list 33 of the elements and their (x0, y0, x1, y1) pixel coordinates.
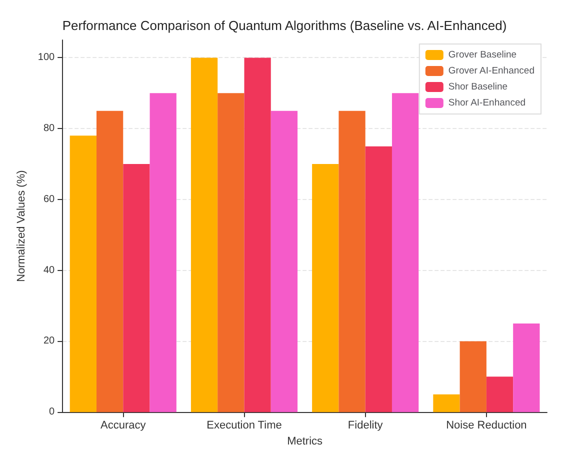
y-axis-title: Normalized Values (%) (16, 170, 28, 282)
bar (123, 164, 150, 412)
bar (486, 376, 514, 412)
legend-label: Shor Baseline (448, 82, 508, 92)
bar (190, 58, 218, 412)
x-tick-label: Fidelity (348, 420, 384, 432)
bar (392, 93, 419, 412)
y-tick-label: 20 (43, 336, 56, 347)
y-tick-label: 60 (43, 194, 56, 205)
bar (244, 58, 271, 412)
x-tick-label: Accuracy (100, 420, 146, 432)
legend-label: Grover Baseline (448, 50, 517, 60)
y-tick-label: 100 (38, 52, 56, 64)
bar (338, 110, 366, 412)
legend-label: Grover AI-Enhanced (448, 66, 534, 76)
legend-label: Shor AI-Enhanced (448, 98, 526, 108)
y-tick-label: 80 (43, 123, 56, 134)
bar (70, 136, 96, 412)
x-axis-title: Metrics (287, 436, 324, 448)
bar (365, 146, 392, 412)
bar (460, 341, 486, 412)
bar (312, 164, 339, 412)
bar (513, 324, 540, 412)
x-tick-label: Execution Time (206, 420, 282, 432)
y-tick-label: 40 (43, 264, 56, 276)
bar (150, 93, 176, 412)
chart-title: Performance Comparison of Quantum Algorithms (Baseline vs. AI-Enhanced) (62, 18, 507, 33)
x-tick-label: Noise Reduction (446, 420, 527, 432)
bar (218, 93, 244, 412)
y-tick-label: 0 (49, 406, 56, 418)
bar (433, 394, 460, 412)
bar (270, 110, 298, 412)
bar (96, 110, 124, 412)
